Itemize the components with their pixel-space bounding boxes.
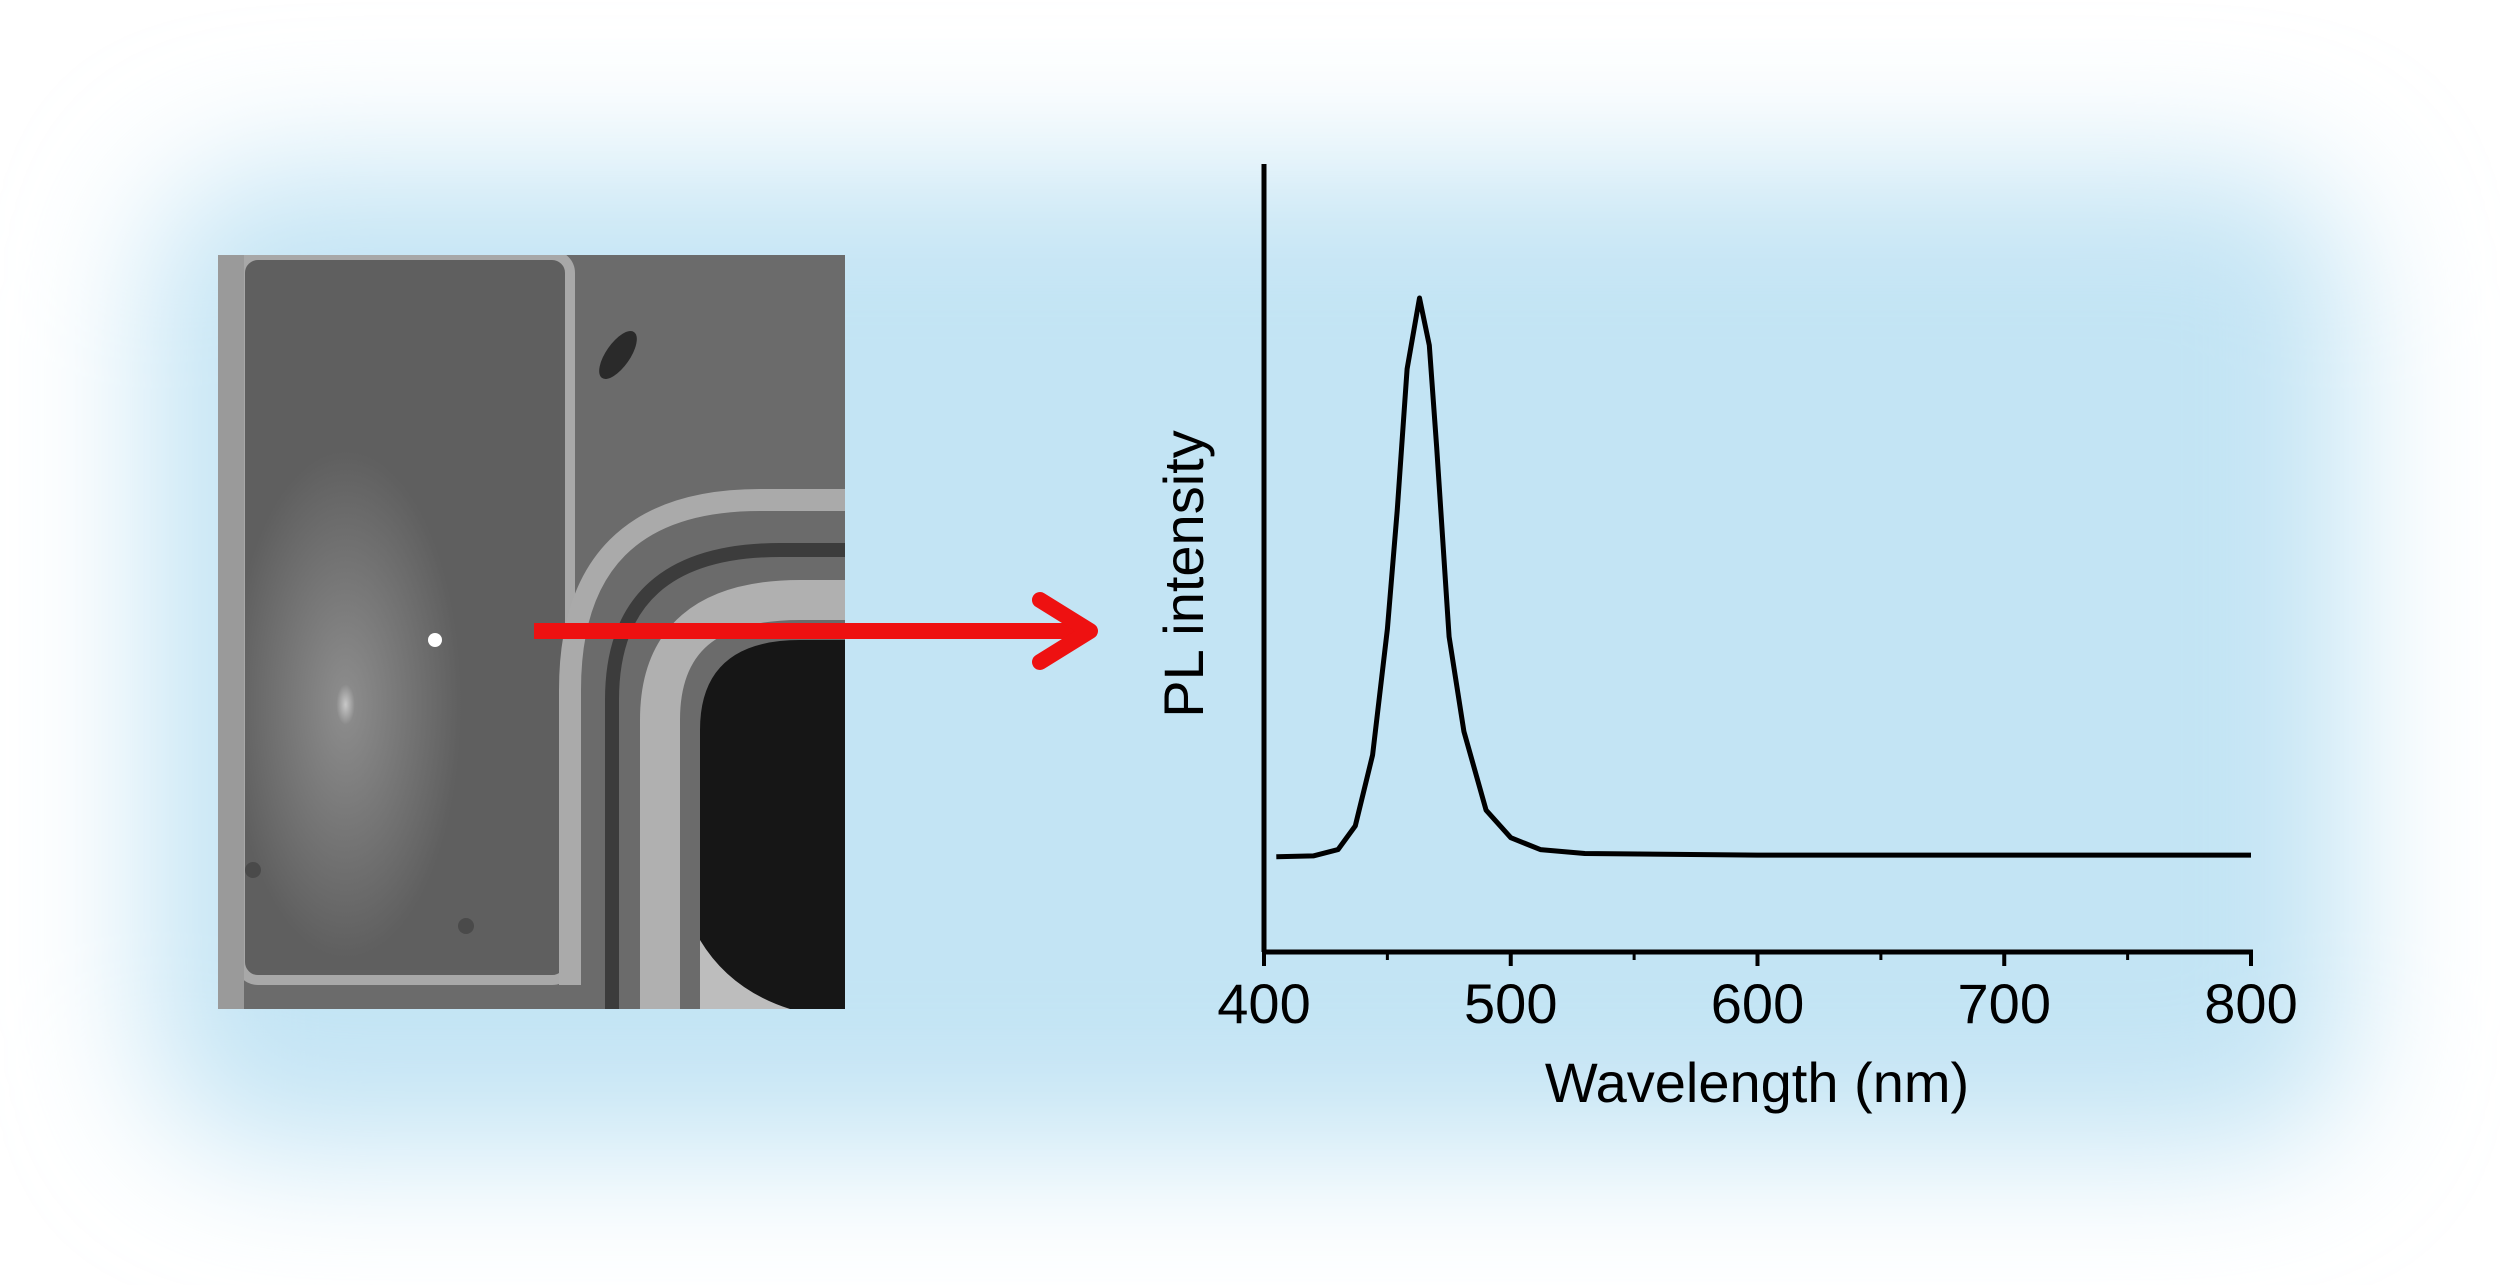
x-tick-label: 600 xyxy=(1711,972,1804,1035)
plot: Wavelength (nm) PL intensity 400 500 600 70… xyxy=(1152,164,2298,1114)
spectrum-line xyxy=(1276,295,2251,860)
x-tick-label: 700 xyxy=(1958,972,2051,1035)
y-axis-label: PL intensity xyxy=(1152,430,1215,717)
x-tick-label: 800 xyxy=(2204,972,2297,1035)
x-tick-label: 400 xyxy=(1217,972,1310,1035)
micrograph xyxy=(218,255,845,1009)
x-axis-label: Wavelength (nm) xyxy=(1545,1051,1969,1114)
arrow xyxy=(534,592,1098,670)
x-tick-label: 500 xyxy=(1464,972,1557,1035)
